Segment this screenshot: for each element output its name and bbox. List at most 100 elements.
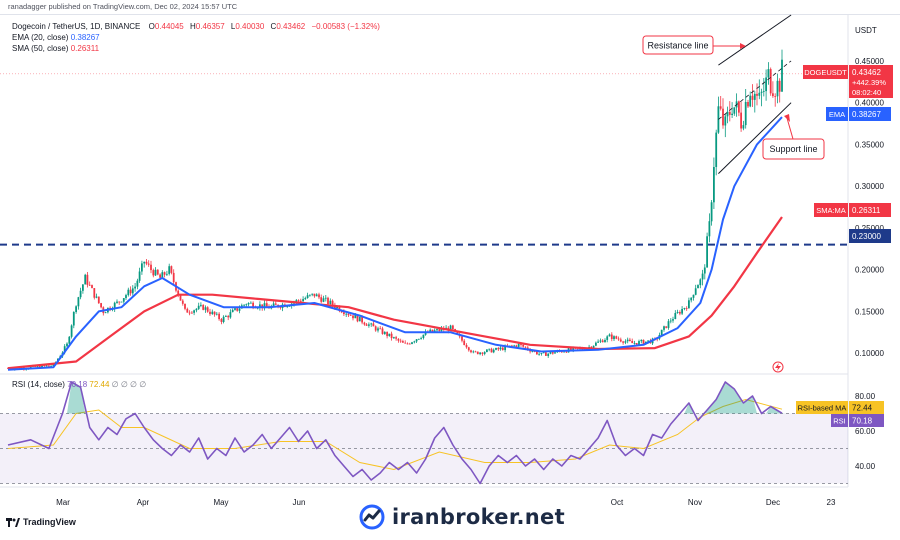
candle-down xyxy=(533,351,536,352)
candle-down xyxy=(320,297,323,302)
candle-down xyxy=(501,347,504,350)
candle-down xyxy=(191,312,193,314)
close-label: C xyxy=(270,22,277,31)
candle-up xyxy=(413,341,416,343)
candle-down xyxy=(774,96,777,97)
candle-up xyxy=(259,304,261,308)
rsi-tick-label: 60.00 xyxy=(855,427,876,436)
candle-up xyxy=(377,328,379,331)
candle-up xyxy=(84,274,87,285)
open-label: O xyxy=(148,22,155,31)
candle-down xyxy=(386,332,388,337)
candle-up xyxy=(166,273,168,275)
candle-up xyxy=(72,312,75,326)
candle-up xyxy=(760,91,763,93)
candle-down xyxy=(515,345,518,347)
high-label: H xyxy=(189,22,196,31)
ema-legend[interactable]: EMA (20, close) 0.38267 xyxy=(12,33,100,42)
candle-up xyxy=(433,330,436,332)
candle-up xyxy=(309,294,311,296)
symbol-badge-text: DOGEUSDT xyxy=(804,68,847,77)
candle-up xyxy=(66,343,68,347)
candle-up xyxy=(354,315,357,319)
candle-up xyxy=(713,167,715,203)
symbol-name[interactable]: Dogecoin / TetherUS, 1D, BINANCE xyxy=(12,22,141,31)
candle-up xyxy=(131,288,134,294)
candle-down xyxy=(497,348,500,350)
candle-up xyxy=(322,298,325,302)
price-tick-label: 0.40000 xyxy=(855,99,884,108)
candle-down xyxy=(536,351,538,355)
rsi-tag-badge xyxy=(831,414,848,427)
candle-up xyxy=(225,316,227,317)
candle-up xyxy=(597,341,599,343)
candle-up xyxy=(141,263,143,272)
candle-up xyxy=(638,341,640,345)
rsi-ma-tag-text: RSI-based MA xyxy=(798,404,847,413)
candle-down xyxy=(438,329,441,331)
candle-down xyxy=(347,313,350,316)
candle-up xyxy=(449,325,452,331)
candle-up xyxy=(604,340,606,343)
candle-down xyxy=(343,312,345,315)
candle-down xyxy=(461,336,463,341)
candle-down xyxy=(213,311,216,315)
rsi-value-badge xyxy=(849,414,884,427)
support-pointer xyxy=(786,117,794,140)
candle-up xyxy=(749,95,752,107)
channel-lower-line xyxy=(718,102,792,174)
candle-down xyxy=(685,308,688,309)
candle-down xyxy=(299,300,302,302)
candle-up xyxy=(77,297,80,307)
price-tick-label: 0.45000 xyxy=(855,57,884,66)
sma-legend[interactable]: SMA (50, close) 0.26311 xyxy=(12,44,99,53)
candle-up xyxy=(120,301,123,303)
candle-up xyxy=(697,285,699,289)
sma-tag-badge xyxy=(814,203,848,217)
candle-down xyxy=(476,351,479,355)
candle-down xyxy=(340,311,343,313)
sma50-line xyxy=(7,216,783,370)
tradingview-logo[interactable]: TradingView xyxy=(6,517,76,527)
candle-up xyxy=(383,332,386,334)
candle-down xyxy=(402,341,404,343)
candle-down xyxy=(381,328,384,334)
candle-up xyxy=(547,353,550,356)
sma-tag-text: SMA:MA xyxy=(816,206,846,215)
candle-down xyxy=(356,315,359,322)
candle-down xyxy=(48,365,50,367)
sma-value-badge xyxy=(849,203,891,217)
top-border xyxy=(0,14,900,15)
candle-down xyxy=(379,328,382,330)
candle-up xyxy=(143,261,146,264)
candle-down xyxy=(331,300,334,306)
event-flash-icon[interactable] xyxy=(772,361,784,373)
symbol-line: Dogecoin / TetherUS, 1D, BINANCE O0.4404… xyxy=(12,22,380,31)
candle-up xyxy=(717,106,720,133)
channel-mid-line xyxy=(718,60,792,120)
candle-up xyxy=(633,343,636,344)
candle-up xyxy=(154,269,157,276)
candle-down xyxy=(313,293,316,297)
x-tick-label: May xyxy=(213,498,228,507)
candle-up xyxy=(41,365,43,369)
candle-up xyxy=(472,351,475,353)
candle-up xyxy=(436,329,438,331)
candle-up xyxy=(608,334,611,337)
candle-down xyxy=(374,326,377,331)
price-tick-label: 0.25000 xyxy=(855,224,884,233)
candle-up xyxy=(388,333,391,336)
candle-down xyxy=(397,338,400,341)
candle-down xyxy=(297,300,300,301)
candle-down xyxy=(145,261,148,264)
candle-up xyxy=(113,302,116,309)
low-value: 0.40030 xyxy=(235,22,265,31)
candle-down xyxy=(327,297,329,304)
candle-up xyxy=(708,221,711,237)
candle-down xyxy=(747,102,749,107)
candle-down xyxy=(206,307,209,312)
candle-down xyxy=(184,303,186,309)
sma-legend-value: 0.26311 xyxy=(70,44,100,53)
